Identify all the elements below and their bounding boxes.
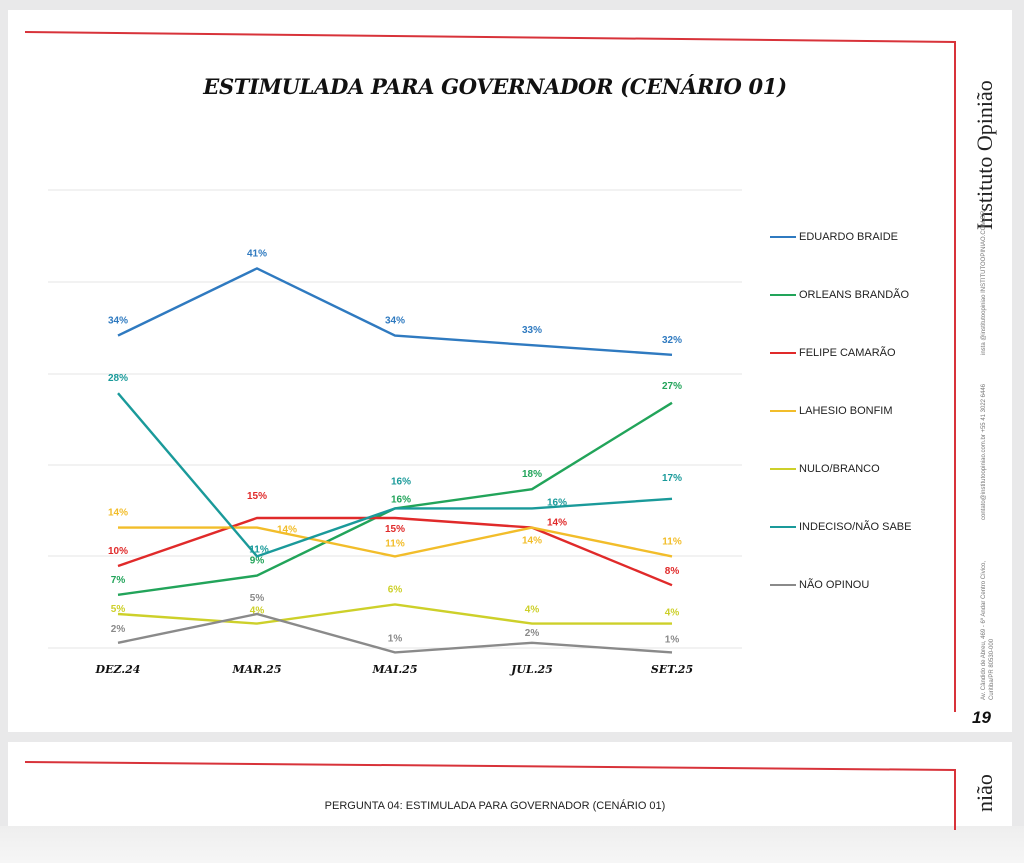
series-line bbox=[117, 603, 672, 625]
legend-label: NÃO OPINOU bbox=[799, 579, 870, 591]
data-label: 34% bbox=[385, 316, 405, 327]
legend-swatch bbox=[770, 468, 796, 471]
email-contact: contato@institutoopiniao.com.br +55 41 3… bbox=[981, 383, 987, 520]
x-tick-label: MAR.25 bbox=[232, 663, 282, 676]
data-label: 5% bbox=[111, 604, 126, 615]
legend-item: NÃO OPINOU bbox=[770, 579, 869, 593]
data-label: 15% bbox=[247, 491, 267, 502]
data-label: 34% bbox=[108, 316, 128, 327]
brand-logo-text: Instituto Opinião bbox=[972, 80, 997, 230]
legend-label: ORLEANS BRANDÃO bbox=[799, 289, 910, 301]
red-border-line-next bbox=[24, 761, 956, 830]
legend-item: EDUARDO BRAIDE bbox=[770, 231, 898, 245]
data-label: 16% bbox=[547, 497, 567, 508]
address-contact: Av. Cândido de Abreu, 469 - 6º Andar Cen… bbox=[981, 560, 995, 700]
legend-label: LAHESIO BONFIM bbox=[799, 405, 893, 417]
x-tick-label: MAI.25 bbox=[372, 663, 418, 676]
page-number: 19 bbox=[972, 708, 991, 727]
legend-label: FELIPE CAMARÃO bbox=[799, 347, 896, 359]
legend-swatch bbox=[770, 584, 796, 587]
data-label: 10% bbox=[108, 546, 128, 557]
legend-swatch bbox=[770, 526, 796, 529]
data-label: 6% bbox=[388, 584, 403, 595]
x-tick-label: DEZ.24 bbox=[95, 663, 141, 676]
data-label: 14% bbox=[522, 536, 542, 547]
data-label: 4% bbox=[525, 605, 540, 616]
data-label: 7% bbox=[111, 575, 126, 586]
legend-item: LAHESIO BONFIM bbox=[770, 405, 893, 419]
legend-swatch bbox=[770, 294, 796, 297]
data-label: 32% bbox=[662, 335, 682, 346]
data-label: 11% bbox=[385, 538, 405, 549]
legend-label: EDUARDO BRAIDE bbox=[799, 231, 899, 243]
chart-title: ESTIMULADA PARA GOVERNADOR (CENÁRIO 01) bbox=[203, 74, 787, 99]
legend-item: NULO/BRANCO bbox=[770, 463, 880, 477]
series-line bbox=[117, 516, 673, 587]
data-label: 11% bbox=[662, 536, 682, 547]
x-tick-label: SET.25 bbox=[651, 663, 693, 676]
data-label: 4% bbox=[250, 606, 265, 617]
data-label: 9% bbox=[250, 556, 265, 567]
data-label: 41% bbox=[247, 248, 267, 259]
bottom-bar bbox=[0, 826, 1024, 863]
data-label: 16% bbox=[391, 476, 411, 487]
data-label: 27% bbox=[662, 381, 682, 392]
data-label: 8% bbox=[665, 566, 680, 577]
data-label: 15% bbox=[385, 524, 405, 535]
data-label: 5% bbox=[250, 593, 265, 604]
legend-swatch bbox=[770, 352, 796, 355]
data-label: 28% bbox=[108, 373, 128, 384]
data-label: 18% bbox=[522, 469, 542, 480]
data-label: 33% bbox=[522, 325, 542, 336]
red-border-line bbox=[24, 31, 956, 712]
data-label: 17% bbox=[662, 473, 682, 484]
report-page bbox=[8, 10, 1012, 732]
data-label: 4% bbox=[665, 608, 680, 619]
next-page-brand: nião bbox=[972, 774, 997, 812]
data-label: 14% bbox=[108, 508, 128, 519]
series-line bbox=[117, 612, 673, 654]
legend-item: ORLEANS BRANDÃO bbox=[770, 289, 909, 303]
social-contact: insta @institutoopiniao INSTITUTOOPINIAO… bbox=[981, 210, 987, 355]
legend-item: FELIPE CAMARÃO bbox=[770, 347, 896, 361]
data-label: 14% bbox=[547, 518, 567, 529]
data-label: 2% bbox=[525, 628, 540, 639]
next-page-question: PERGUNTA 04: ESTIMULADA PARA GOVERNADOR … bbox=[324, 800, 666, 812]
legend-label: NULO/BRANCO bbox=[799, 463, 880, 475]
data-label: 14% bbox=[277, 525, 297, 536]
x-tick-label: JUL.25 bbox=[509, 663, 553, 676]
legend-swatch bbox=[770, 236, 796, 239]
series-line bbox=[117, 267, 673, 356]
series-line bbox=[117, 392, 673, 558]
legend-label: INDECISO/NÃO SABE bbox=[799, 521, 912, 533]
data-label: 11% bbox=[249, 544, 269, 555]
data-label: 1% bbox=[388, 633, 403, 644]
data-label: 16% bbox=[391, 494, 411, 505]
data-label: 2% bbox=[111, 624, 126, 635]
legend-item: INDECISO/NÃO SABE bbox=[770, 521, 911, 535]
series-line bbox=[118, 526, 673, 558]
data-label: 1% bbox=[665, 634, 680, 645]
legend-swatch bbox=[770, 410, 796, 413]
